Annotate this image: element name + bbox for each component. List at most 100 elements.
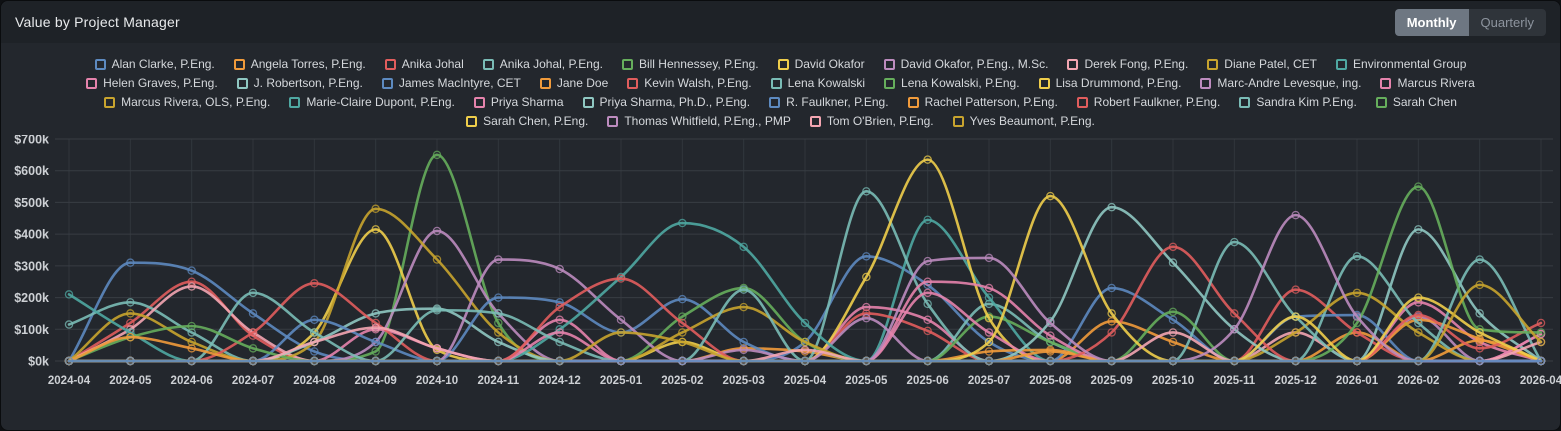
- svg-text:2025-08: 2025-08: [1029, 375, 1072, 387]
- legend-item[interactable]: Sarah Chen: [1376, 95, 1457, 109]
- svg-text:$600k: $600k: [14, 164, 49, 178]
- legend-item[interactable]: Derek Fong, P.Eng.: [1067, 57, 1188, 71]
- svg-text:$100k: $100k: [14, 323, 49, 337]
- legend-item[interactable]: Helen Graves, P.Eng.: [86, 76, 218, 90]
- legend-item[interactable]: J. Robertson, P.Eng.: [237, 76, 363, 90]
- legend-item[interactable]: Anika Johal: [385, 57, 464, 71]
- svg-text:2024-12: 2024-12: [539, 375, 581, 387]
- legend-item[interactable]: Kevin Walsh, P.Eng.: [627, 76, 751, 90]
- legend-swatch-icon: [1039, 78, 1050, 89]
- svg-text:2025-12: 2025-12: [1275, 375, 1317, 387]
- chart-svg: $0k$100k$200k$300k$400k$500k$600k$700k20…: [1, 135, 1561, 412]
- legend: Alan Clarke, P.Eng. Angela Torres, P.Eng.…: [1, 43, 1560, 135]
- legend-item[interactable]: Sarah Chen, P.Eng.: [466, 114, 588, 128]
- legend-swatch-icon: [1376, 97, 1387, 108]
- legend-item[interactable]: Marcus Rivera, OLS, P.Eng.: [104, 95, 270, 109]
- legend-label: Thomas Whitfield, P.Eng., PMP: [624, 114, 791, 128]
- legend-label: Derek Fong, P.Eng.: [1084, 57, 1188, 71]
- legend-item[interactable]: Yves Beaumont, P.Eng.: [953, 114, 1095, 128]
- legend-swatch-icon: [1077, 97, 1088, 108]
- chart-area: $0k$100k$200k$300k$400k$500k$600k$700k20…: [1, 135, 1560, 430]
- svg-text:2025-09: 2025-09: [1091, 375, 1133, 387]
- legend-swatch-icon: [1239, 97, 1250, 108]
- legend-item[interactable]: Anika Johal, P.Eng.: [483, 57, 603, 71]
- legend-swatch-icon: [622, 59, 633, 70]
- legend-swatch-icon: [104, 97, 115, 108]
- legend-label: Marc-Andre Levesque, ing.: [1217, 76, 1361, 90]
- legend-item[interactable]: Marie-Claire Dupont, P.Eng.: [289, 95, 455, 109]
- legend-item[interactable]: Angela Torres, P.Eng.: [234, 57, 366, 71]
- legend-swatch-icon: [382, 78, 393, 89]
- legend-item[interactable]: R. Faulkner, P.Eng.: [769, 95, 889, 109]
- legend-item[interactable]: Marc-Andre Levesque, ing.: [1200, 76, 1361, 90]
- legend-label: Priya Sharma: [491, 95, 564, 109]
- panel-header: Value by Project Manager Monthly Quarter…: [1, 1, 1560, 43]
- svg-text:2025-05: 2025-05: [845, 375, 888, 387]
- legend-item[interactable]: Priya Sharma, Ph.D., P.Eng.: [583, 95, 751, 109]
- legend-item[interactable]: Robert Faulkner, P.Eng.: [1077, 95, 1221, 109]
- svg-text:2024-05: 2024-05: [109, 375, 152, 387]
- legend-label: Marcus Rivera: [1397, 76, 1474, 90]
- legend-label: Alan Clarke, P.Eng.: [112, 57, 215, 71]
- legend-item[interactable]: Lena Kowalski: [771, 76, 865, 90]
- legend-item[interactable]: Alan Clarke, P.Eng.: [95, 57, 215, 71]
- legend-label: Sandra Kim P.Eng.: [1256, 95, 1357, 109]
- svg-text:2025-02: 2025-02: [661, 375, 703, 387]
- svg-text:$0k: $0k: [28, 355, 49, 369]
- legend-item[interactable]: Marcus Rivera: [1380, 76, 1474, 90]
- legend-label: J. Robertson, P.Eng.: [254, 76, 363, 90]
- legend-swatch-icon: [86, 78, 97, 89]
- chart-panel: Value by Project Manager Monthly Quarter…: [0, 0, 1561, 431]
- legend-item[interactable]: Sandra Kim P.Eng.: [1239, 95, 1357, 109]
- legend-item[interactable]: Lisa Drummond, P.Eng.: [1039, 76, 1182, 90]
- legend-item[interactable]: Thomas Whitfield, P.Eng., PMP: [607, 114, 791, 128]
- legend-label: Lena Kowalski, P.Eng.: [901, 76, 1020, 90]
- legend-item[interactable]: Rachel Patterson, P.Eng.: [908, 95, 1058, 109]
- legend-swatch-icon: [778, 59, 789, 70]
- page-title: Value by Project Manager: [15, 14, 180, 30]
- legend-swatch-icon: [769, 97, 780, 108]
- legend-swatch-icon: [237, 78, 248, 89]
- svg-text:2025-04: 2025-04: [784, 375, 827, 387]
- interval-toggle: Monthly Quarterly: [1395, 9, 1546, 36]
- monthly-button[interactable]: Monthly: [1395, 9, 1469, 36]
- legend-label: Sarah Chen: [1393, 95, 1457, 109]
- legend-label: Sarah Chen, P.Eng.: [483, 114, 588, 128]
- legend-label: David Okafor, P.Eng., M.Sc.: [901, 57, 1049, 71]
- svg-text:2026-04: 2026-04: [1520, 375, 1561, 387]
- legend-swatch-icon: [234, 59, 245, 70]
- legend-label: Helen Graves, P.Eng.: [103, 76, 218, 90]
- legend-label: Diane Patel, CET: [1224, 57, 1317, 71]
- legend-label: Kevin Walsh, P.Eng.: [644, 76, 751, 90]
- legend-item[interactable]: Jane Doe: [540, 76, 608, 90]
- legend-label: David Okafor: [795, 57, 865, 71]
- legend-label: R. Faulkner, P.Eng.: [786, 95, 889, 109]
- legend-label: Priya Sharma, Ph.D., P.Eng.: [600, 95, 751, 109]
- legend-swatch-icon: [289, 97, 300, 108]
- legend-item[interactable]: James MacIntyre, CET: [382, 76, 521, 90]
- legend-item[interactable]: Bill Hennessey, P.Eng.: [622, 57, 759, 71]
- svg-text:2025-10: 2025-10: [1152, 375, 1194, 387]
- legend-item[interactable]: David Okafor, P.Eng., M.Sc.: [884, 57, 1049, 71]
- svg-text:2026-03: 2026-03: [1459, 375, 1501, 387]
- svg-text:2025-03: 2025-03: [723, 375, 765, 387]
- quarterly-button[interactable]: Quarterly: [1469, 9, 1546, 36]
- svg-text:2024-06: 2024-06: [171, 375, 213, 387]
- legend-item[interactable]: Tom O'Brien, P.Eng.: [810, 114, 934, 128]
- legend-item[interactable]: Diane Patel, CET: [1207, 57, 1317, 71]
- svg-text:2024-07: 2024-07: [232, 375, 274, 387]
- legend-label: Yves Beaumont, P.Eng.: [970, 114, 1095, 128]
- legend-swatch-icon: [1067, 59, 1078, 70]
- legend-label: Lena Kowalski: [788, 76, 865, 90]
- legend-item[interactable]: Environmental Group: [1336, 57, 1466, 71]
- legend-label: Anika Johal, P.Eng.: [500, 57, 603, 71]
- legend-item[interactable]: David Okafor: [778, 57, 865, 71]
- legend-swatch-icon: [483, 59, 494, 70]
- legend-item[interactable]: Lena Kowalski, P.Eng.: [884, 76, 1020, 90]
- legend-swatch-icon: [771, 78, 782, 89]
- legend-swatch-icon: [95, 59, 106, 70]
- svg-text:$500k: $500k: [14, 196, 49, 210]
- legend-item[interactable]: Priya Sharma: [474, 95, 564, 109]
- legend-swatch-icon: [627, 78, 638, 89]
- svg-text:2025-06: 2025-06: [907, 375, 949, 387]
